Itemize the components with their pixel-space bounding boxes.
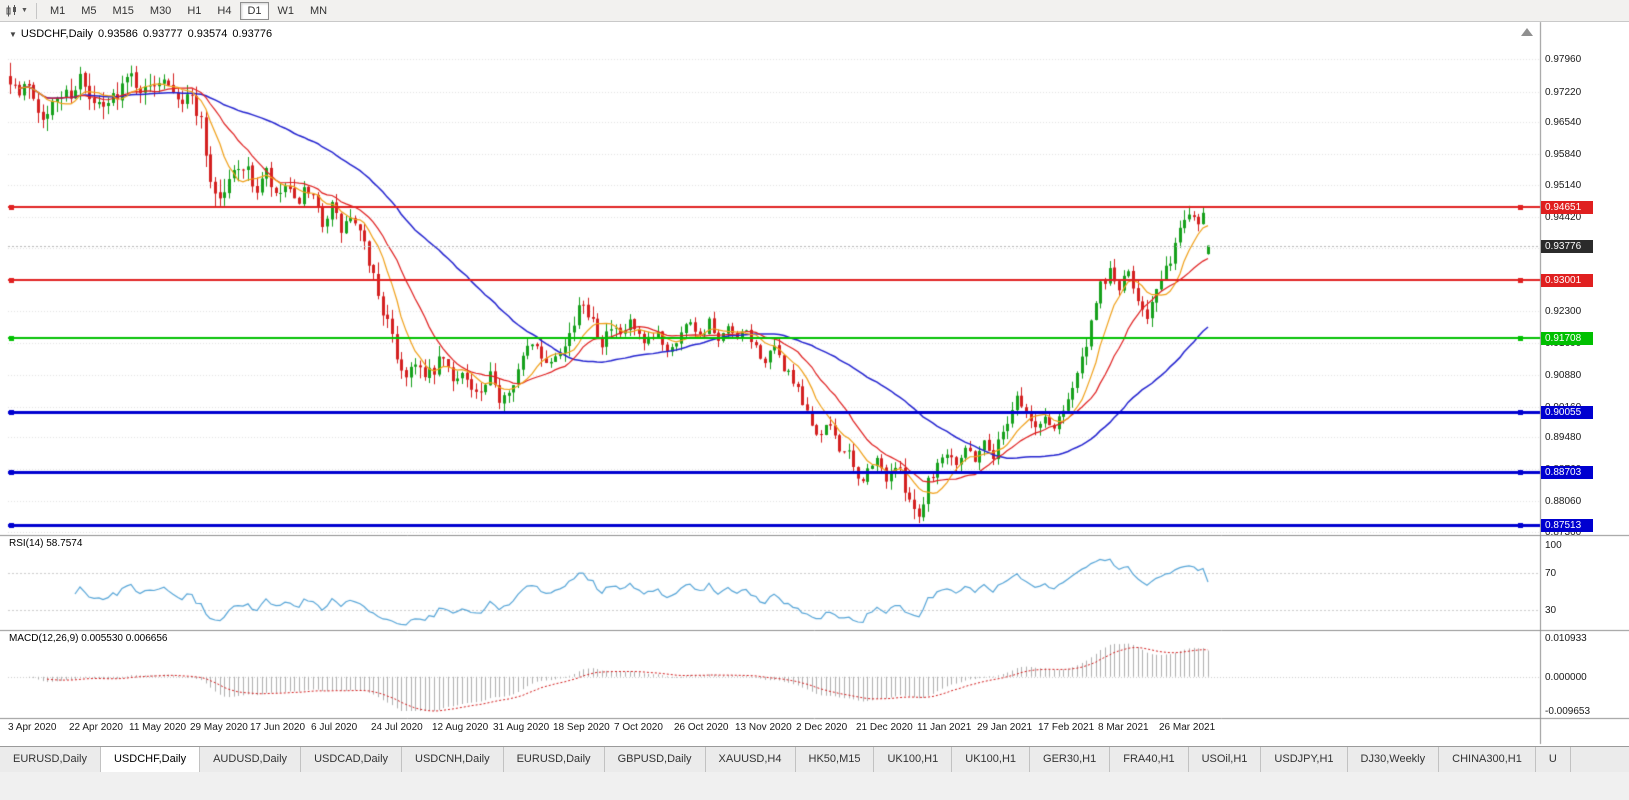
dropdown-arrow-icon[interactable]: ▼ xyxy=(21,7,28,14)
date-tick-label: 18 Sep 2020 xyxy=(553,722,610,733)
chart-tab-14[interactable]: USDJPY,H1 xyxy=(1261,747,1348,772)
rsi-label: RSI(14) 58.7574 xyxy=(9,538,83,549)
chart-tab-12[interactable]: FRA40,H1 xyxy=(1110,747,1189,772)
date-tick-label: 11 May 2020 xyxy=(129,722,187,733)
date-tick-label: 26 Mar 2021 xyxy=(1159,722,1216,733)
chart-tab-11[interactable]: GER30,H1 xyxy=(1030,747,1111,772)
date-tick-label: 12 Aug 2020 xyxy=(432,722,489,733)
price-tick-label: 0.88060 xyxy=(1545,495,1582,507)
date-tick-label: 22 Apr 2020 xyxy=(69,722,123,733)
close-value: 0.93776 xyxy=(232,28,273,40)
chart-tab-bar: EURUSD,Daily USDCHF,Daily AUDUSD,Daily USDC… xyxy=(0,746,1629,772)
price-tick-label: 0.95840 xyxy=(1545,148,1582,160)
chart-tab-8[interactable]: HK50,M15 xyxy=(796,747,875,772)
chart-tab-4[interactable]: USDCNH,Daily xyxy=(402,747,504,772)
macd-tick-label: 0.010933 xyxy=(1545,633,1587,644)
date-tick-label: 29 May 2020 xyxy=(190,722,248,733)
timeframe-button-d1[interactable]: D1 xyxy=(240,1,269,20)
high-value: 0.93777 xyxy=(142,28,183,40)
price-badge-current: 0.93776 xyxy=(1541,240,1593,253)
toolbar-separator xyxy=(35,2,37,19)
price-tick-label: 0.97220 xyxy=(1545,87,1582,98)
price-badge-level: 0.88703 xyxy=(1541,466,1593,479)
rsi-tick-label: 70 xyxy=(1545,567,1557,579)
timeframe-button-m5[interactable]: M5 xyxy=(81,4,97,17)
price-tick-label: 0.87360 xyxy=(1545,526,1582,538)
open-value: 0.93586 xyxy=(98,28,138,40)
timeframe-button-m15[interactable]: M15 xyxy=(112,4,134,17)
price-tick-label: 0.92300 xyxy=(1545,306,1582,318)
date-tick-label: 31 Aug 2020 xyxy=(493,722,550,733)
chart-tab-10[interactable]: UK100,H1 xyxy=(952,747,1031,772)
timeframe-toolbar: ▼ M1 M5 M15 M30 H1 H4 D1 W1 MN xyxy=(0,0,1629,22)
price-badge-level: 0.93001 xyxy=(1541,274,1593,287)
timeframe-button-h4[interactable]: H4 xyxy=(217,4,232,17)
chart-shift-marker[interactable] xyxy=(1521,28,1533,36)
timeframe-button-mn[interactable]: MN xyxy=(310,4,328,17)
macd-tick-label: -0.009653 xyxy=(1545,706,1591,717)
chart-tab-15[interactable]: DJ30,Weekly xyxy=(1348,747,1440,772)
date-tick-label: 26 Oct 2020 xyxy=(674,722,729,733)
date-tick-label: 13 Nov 2020 xyxy=(735,722,792,733)
price-tick-label: 0.89480 xyxy=(1545,432,1582,444)
chart-tab-17[interactable]: U xyxy=(1536,747,1571,772)
date-tick-label: 29 Jan 2021 xyxy=(977,722,1033,733)
symbol-label: USDCHF,Daily xyxy=(20,28,94,40)
date-tick-label: 17 Jun 2020 xyxy=(250,722,306,733)
date-tick-label: 11 Jan 2021 xyxy=(917,722,972,733)
price-tick-label: 0.95140 xyxy=(1545,179,1582,191)
chart-tab-13[interactable]: USOil,H1 xyxy=(1189,747,1262,772)
price-badge-level: 0.94651 xyxy=(1541,201,1593,214)
chart-tab-7[interactable]: XAUUSD,H4 xyxy=(706,747,796,772)
date-tick-label: 7 Oct 2020 xyxy=(614,722,663,733)
date-tick-label: 3 Apr 2020 xyxy=(8,722,57,733)
timeframe-button-m30[interactable]: M30 xyxy=(149,4,172,17)
chart-title: ▼ USDCHF,Daily 0.93586 0.93777 0.93574 0.9377… xyxy=(9,28,272,40)
price-tick-label: 0.97960 xyxy=(1545,54,1582,65)
chart-tab-9[interactable]: UK100,H1 xyxy=(874,747,953,772)
collapse-arrow-icon: ▼ xyxy=(9,30,17,39)
chart-tab-3[interactable]: USDCAD,Daily xyxy=(301,747,403,772)
chart-tab-2[interactable]: AUDUSD,Daily xyxy=(200,747,302,772)
price-tick-label: 0.90880 xyxy=(1545,369,1582,381)
date-tick-label: 24 Jul 2020 xyxy=(371,722,423,733)
macd-label: MACD(12,26,9) 0.005530 0.006656 xyxy=(9,633,168,644)
chart-tab-16[interactable]: CHINA300,H1 xyxy=(1439,747,1536,772)
chart-type-icon[interactable] xyxy=(4,3,20,19)
timeframe-button-h1[interactable]: H1 xyxy=(187,4,202,17)
price-badge-level: 0.87513 xyxy=(1541,519,1593,532)
date-tick-label: 21 Dec 2020 xyxy=(856,722,913,733)
low-value: 0.93574 xyxy=(187,28,228,40)
window-bottom-strip xyxy=(0,772,1629,800)
chart-tab-6[interactable]: GBPUSD,Daily xyxy=(605,747,706,772)
date-tick-label: 17 Feb 2021 xyxy=(1038,722,1095,733)
price-tick-label: 0.94420 xyxy=(1545,211,1582,223)
date-tick-label: 2 Dec 2020 xyxy=(796,722,848,733)
timeframe-buttons-group: M1 M5 M15 M30 H1 H4 D1 W1 MN xyxy=(42,1,335,20)
price-badge-level: 0.90055 xyxy=(1541,406,1593,419)
chart-tab-1[interactable]: USDCHF,Daily xyxy=(100,747,201,772)
chart-tab-0[interactable]: EURUSD,Daily xyxy=(0,747,101,772)
price-badge-level: 0.91708 xyxy=(1541,332,1593,345)
price-tick-label: 0.96540 xyxy=(1545,117,1582,129)
rsi-tick-label: 30 xyxy=(1545,605,1557,616)
date-tick-label: 8 Mar 2021 xyxy=(1098,722,1149,733)
timeframe-button-m1[interactable]: M1 xyxy=(49,4,66,17)
chart-tab-5[interactable]: EURUSD,Daily xyxy=(504,747,605,772)
rsi-tick-label: 100 xyxy=(1545,540,1562,551)
date-tick-label: 6 Jul 2020 xyxy=(311,722,358,733)
macd-tick-label: 0.000000 xyxy=(1545,671,1587,683)
timeframe-button-w1[interactable]: W1 xyxy=(277,4,295,17)
